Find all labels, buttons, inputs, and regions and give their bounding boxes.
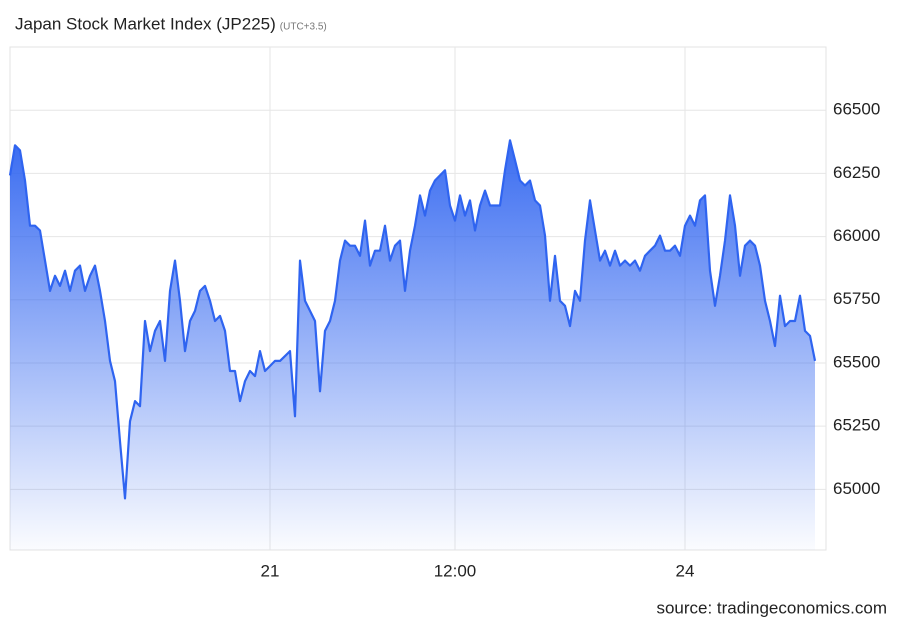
- axis-labels: 65000 65250 65500 65750 66000 66250 66500 21 12:…: [261, 100, 881, 581]
- y-tick-label: 66500: [833, 100, 880, 119]
- x-tick-label: 21: [261, 561, 280, 580]
- x-tick-label: 12:00: [434, 561, 477, 580]
- line: [8, 139, 817, 500]
- plot: [8, 139, 817, 551]
- y-tick-label: 65000: [833, 479, 880, 498]
- y-tick-label: 65750: [833, 289, 880, 308]
- y-tick-label: 66000: [833, 226, 880, 245]
- source-note: source: tradingeconomics.com: [656, 598, 887, 617]
- y-tick-label: 65250: [833, 416, 880, 435]
- x-tick-label: 24: [676, 561, 695, 580]
- chart-title: Japan Stock Market Index (JP225): [15, 14, 276, 33]
- chart-subtitle: (UTC+3.5): [280, 22, 327, 33]
- area-fill: [10, 140, 815, 551]
- y-tick-label: 66250: [833, 163, 880, 182]
- y-tick-label: 65500: [833, 352, 880, 371]
